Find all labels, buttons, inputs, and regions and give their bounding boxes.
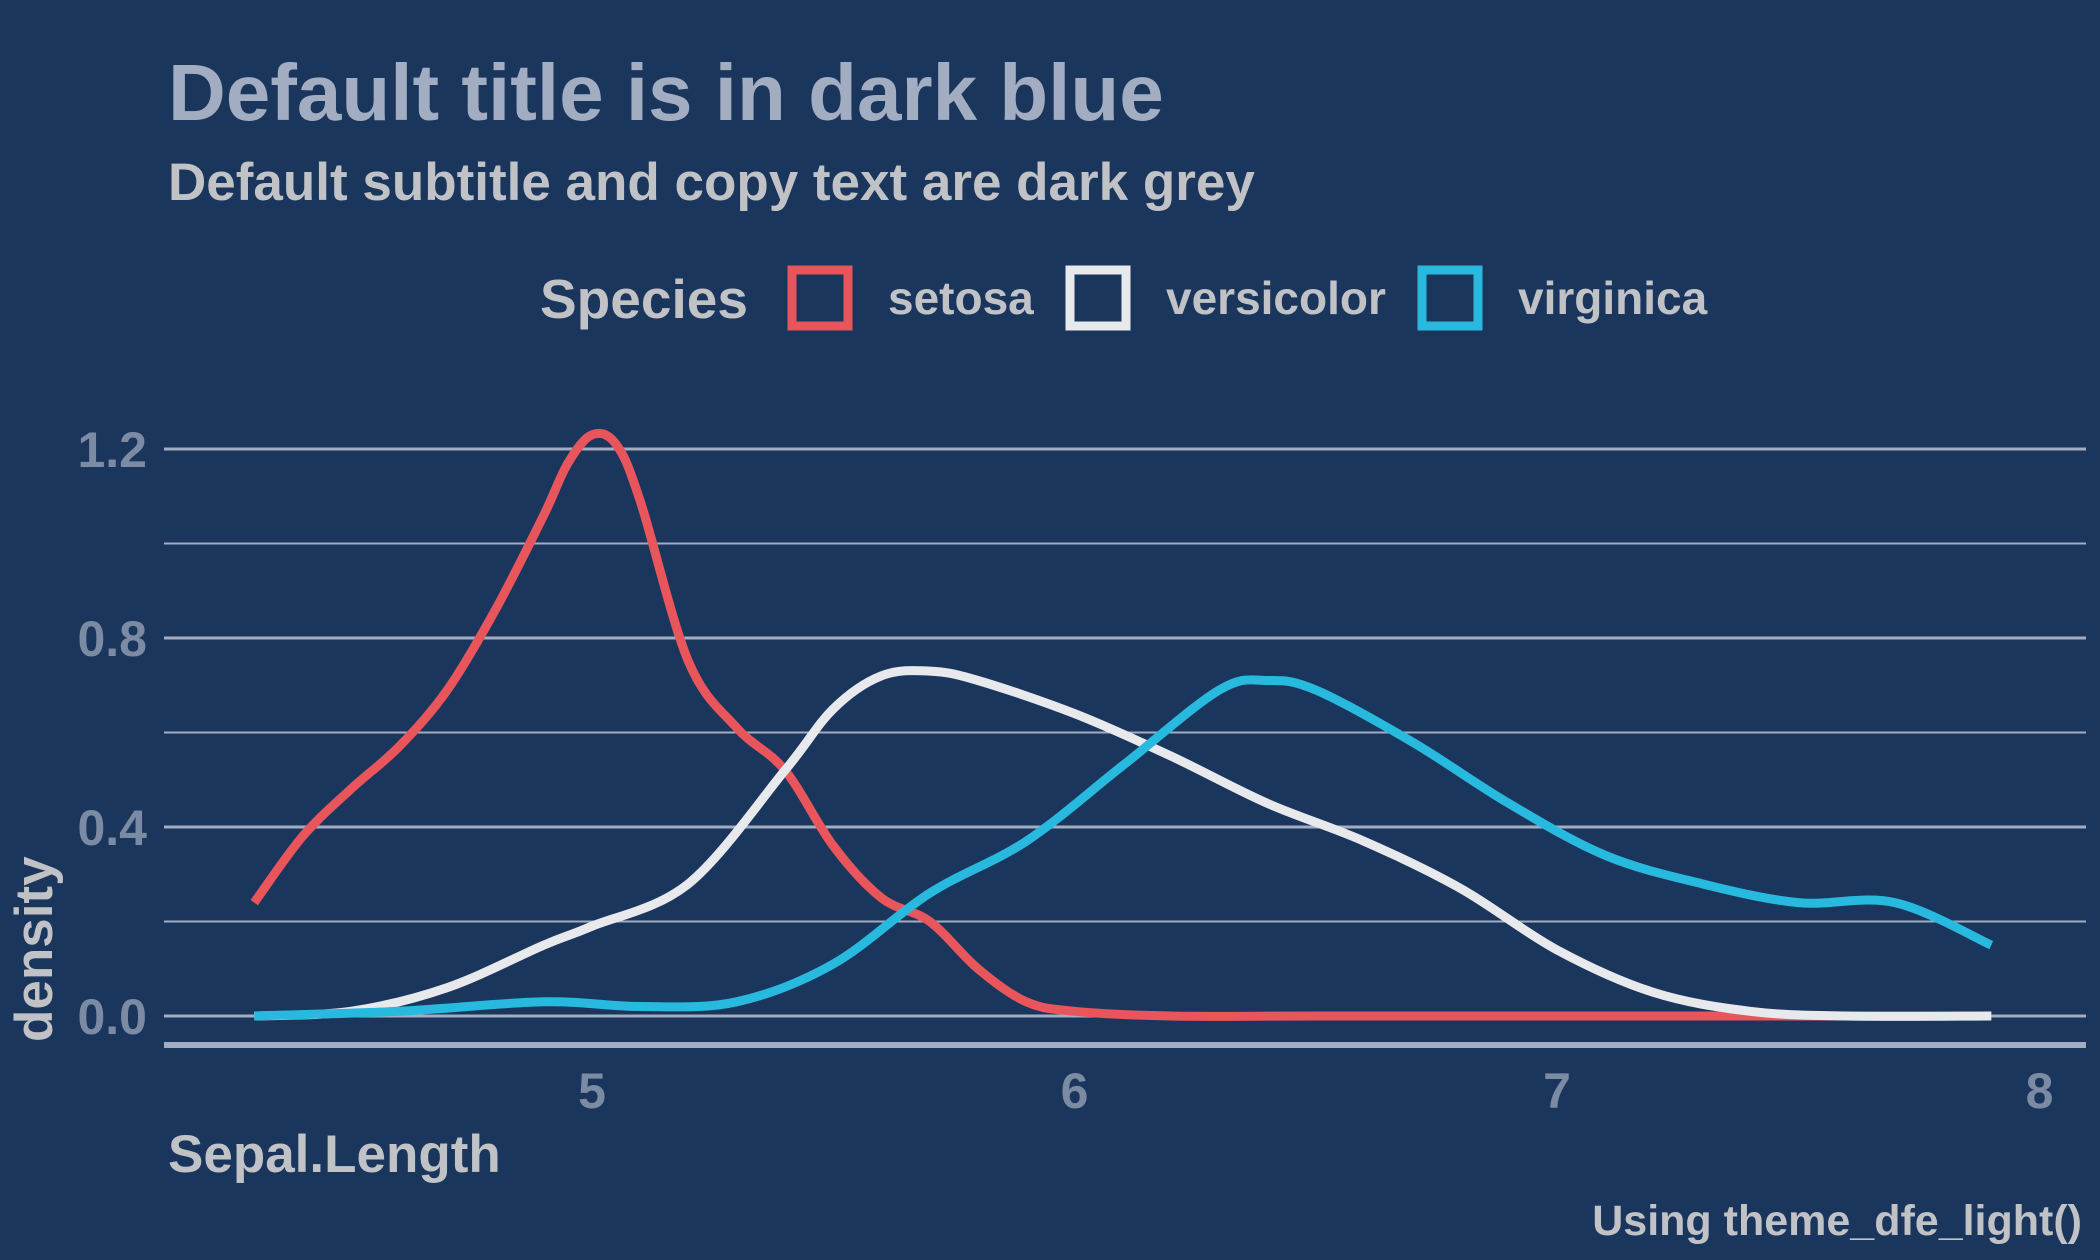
grid-lines [164, 447, 2086, 1018]
series-line-setosa [250, 428, 1992, 1021]
chart-subtitle: Default subtitle and copy text are dark … [168, 153, 1255, 212]
y-axis-ticks: 0.0 0.4 0.8 1.2 [77, 422, 147, 1045]
legend-label-setosa: setosa [888, 272, 1034, 324]
x-axis-ticks: 5 6 7 8 [578, 1063, 2053, 1119]
x-tick-label: 6 [1061, 1063, 1089, 1119]
y-axis-title: density [5, 856, 64, 1042]
series-line-versicolor [253, 666, 1992, 1021]
x-tick-label: 7 [1543, 1063, 1571, 1119]
legend-key-virginica [1417, 265, 1483, 331]
chart-title: Default title is in dark blue [168, 48, 1164, 137]
x-axis-title: Sepal.Length [168, 1125, 501, 1184]
legend-items: setosa versicolor virginica [787, 265, 1708, 331]
y-tick-label: 0.4 [77, 800, 147, 856]
legend-key-versicolor [1065, 265, 1131, 331]
y-tick-label: 1.2 [77, 422, 147, 478]
legend-label-versicolor: versicolor [1166, 272, 1386, 324]
series-lines [250, 428, 1994, 1021]
y-tick-label: 0.8 [77, 611, 147, 667]
legend-label-virginica: virginica [1518, 272, 1708, 324]
legend: Species setosa versicolor virginica [540, 265, 1708, 331]
x-tick-label: 5 [578, 1063, 606, 1119]
x-tick-label: 8 [2026, 1063, 2054, 1119]
series-line-virginica [254, 675, 1994, 1021]
chart-caption: Using theme_dfe_light() [1592, 1197, 2082, 1245]
legend-key-setosa [787, 265, 853, 331]
legend-title: Species [540, 268, 748, 330]
y-tick-label: 0.0 [77, 989, 147, 1045]
